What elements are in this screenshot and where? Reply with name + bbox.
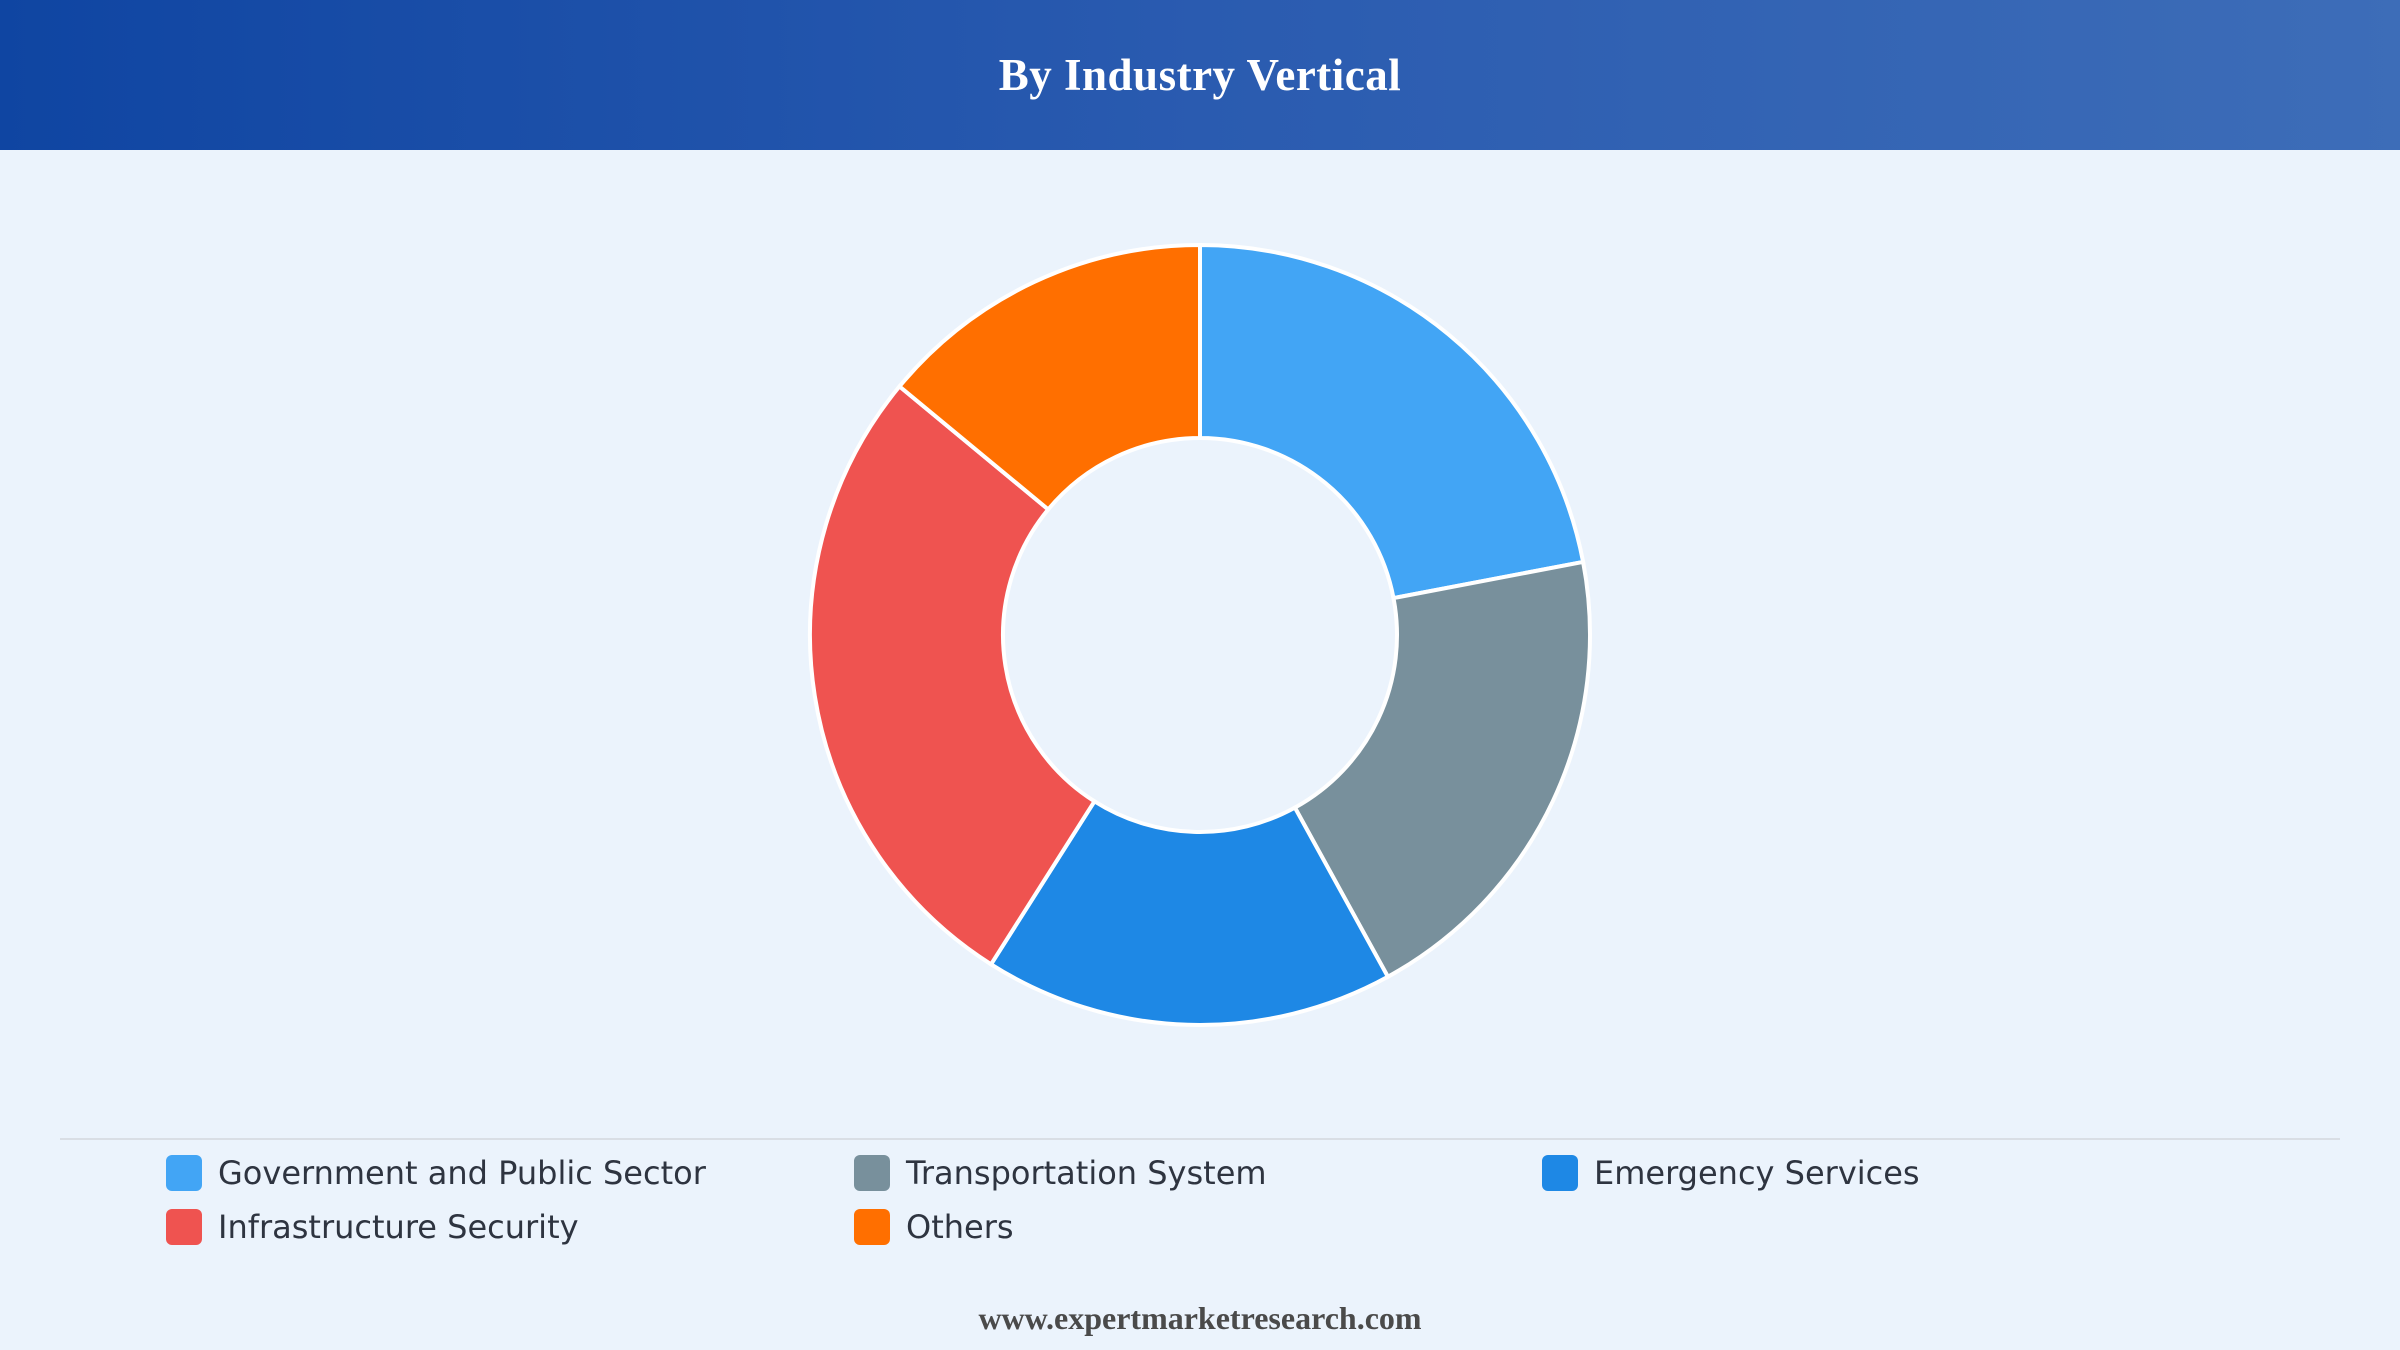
slice-emergency-services[interactable] [988, 798, 1391, 1027]
slice-others[interactable] [896, 242, 1202, 513]
legend-swatch [166, 1209, 202, 1245]
legend-label: Infrastructure Security [218, 1208, 579, 1246]
legend-item-infrastructure-security[interactable]: Infrastructure Security [166, 1208, 854, 1246]
legend-label: Emergency Services [1594, 1154, 1920, 1192]
header-bar: By Industry Vertical [0, 0, 2400, 150]
chart-title: By Industry Vertical [998, 50, 1402, 100]
slice-government-and-public-sector[interactable] [1198, 242, 1586, 601]
donut-slices [808, 242, 1592, 1027]
legend-item-others[interactable]: Others [854, 1208, 1542, 1246]
legend-item-transportation-system[interactable]: Transportation System [854, 1154, 1542, 1192]
footer-website: www.expertmarketresearch.com [978, 1300, 1422, 1336]
legend-item-emergency-services[interactable]: Emergency Services [1542, 1154, 2230, 1192]
legend-swatch [1542, 1155, 1578, 1191]
legend-label: Government and Public Sector [218, 1154, 706, 1192]
legend-label: Others [906, 1208, 1014, 1246]
legend-swatch [854, 1209, 890, 1245]
legend-swatch [854, 1155, 890, 1191]
slice-transportation-system[interactable] [1292, 559, 1592, 980]
legend-item-government-and-public-sector[interactable]: Government and Public Sector [166, 1154, 854, 1192]
chart-legend: Government and Public Sector Transportati… [166, 1154, 2266, 1246]
legend-label: Transportation System [906, 1154, 1267, 1192]
slice-infrastructure-security[interactable] [808, 383, 1098, 968]
legend-divider [60, 1138, 2340, 1140]
legend-swatch [166, 1155, 202, 1191]
